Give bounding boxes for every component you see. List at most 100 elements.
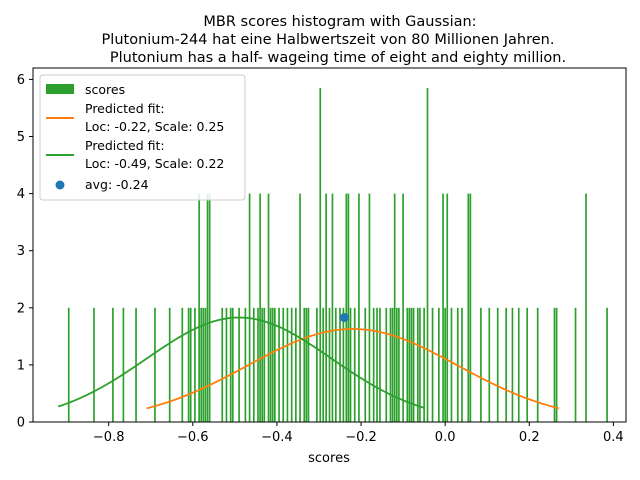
histogram-bar-56 — [364, 307, 367, 422]
histogram-bar-45 — [325, 193, 327, 422]
histogram-bar-44 — [322, 307, 325, 422]
histogram-bar-95 — [555, 307, 558, 422]
histogram-bar-75 — [426, 87, 429, 422]
histogram-bar-68 — [406, 307, 409, 422]
histogram-bar-19 — [229, 307, 232, 422]
y-tick-label-2: 2 — [17, 301, 25, 316]
histogram-bar-20 — [231, 307, 234, 422]
histogram-bar-87 — [488, 307, 491, 422]
histogram-bar-2 — [112, 307, 114, 422]
histogram-bar-80 — [446, 193, 449, 422]
histogram-bar-57 — [368, 193, 371, 422]
histogram-bar-96 — [574, 307, 577, 422]
histogram-bar-5 — [154, 307, 156, 422]
histogram-bar-97 — [585, 193, 587, 422]
x-tick-label-4: 0.0 — [435, 430, 456, 445]
histogram-bar-74 — [423, 307, 425, 422]
histogram-bar-69 — [408, 307, 411, 422]
histogram-bar-91 — [517, 307, 520, 422]
y-tick-label-3: 3 — [17, 244, 25, 259]
histogram-bar-43 — [319, 87, 322, 422]
histogram-bar-14 — [204, 307, 207, 422]
histogram-bar-40 — [305, 307, 308, 422]
histogram-bar-54 — [353, 307, 356, 422]
y-tick-label-5: 5 — [17, 130, 25, 145]
title-line-2: Plutonium-244 hat eine Halbwertszeit von… — [102, 32, 555, 48]
histogram-bar-7 — [181, 307, 184, 422]
histogram-bar-52 — [347, 193, 350, 422]
legend-detail-fit-2: Loc: -0.49, Scale: 0.22 — [85, 156, 224, 171]
legend-swatch-scores — [46, 84, 74, 94]
histogram-bar-6 — [168, 307, 171, 422]
histogram-bar-66 — [398, 307, 400, 422]
histogram-bar-65 — [395, 307, 398, 422]
legend-detail-fit-1: Loc: -0.22, Scale: 0.25 — [85, 119, 224, 134]
y-tick-label-1: 1 — [17, 358, 25, 373]
histogram-bar-23 — [248, 193, 251, 422]
histogram-bar-55 — [358, 193, 360, 422]
histogram-bar-29 — [267, 193, 270, 422]
y-tick-label-6: 6 — [17, 73, 25, 88]
histogram-bar-17 — [221, 307, 224, 422]
histogram-bar-10 — [194, 307, 196, 422]
histogram-bar-59 — [376, 307, 378, 422]
fit-curves — [57, 316, 559, 410]
histogram-bar-60 — [379, 307, 381, 422]
histogram-bar-94 — [553, 307, 556, 422]
histogram-bar-33 — [278, 307, 280, 422]
x-tick-label-3: −0.2 — [345, 430, 377, 445]
histogram-bar-84 — [467, 193, 470, 422]
histogram-bar-50 — [342, 307, 345, 422]
plot-area-frame — [32, 67, 627, 423]
legend-label-avg: avg: -0.24 — [85, 177, 149, 192]
histogram-bar-15 — [206, 193, 209, 422]
histogram-bar-9 — [189, 307, 192, 422]
histogram-bar-8 — [187, 307, 190, 422]
histogram-bar-62 — [389, 307, 392, 422]
histogram-bar-30 — [269, 307, 272, 422]
histogram-bar-93 — [536, 307, 539, 422]
histogram-bar-31 — [271, 307, 274, 422]
histogram-bar-39 — [303, 307, 306, 422]
x-tick-label-0: −0.8 — [93, 430, 125, 445]
y-tick-label-0: 0 — [17, 416, 25, 431]
histogram-bar-64 — [393, 193, 396, 422]
histogram-bar-36 — [290, 307, 293, 422]
histogram-bar-42 — [316, 307, 318, 422]
legend-label-fit-2: Predicted fit: — [85, 138, 165, 153]
histogram-bar-86 — [480, 307, 482, 422]
histogram-bar-98 — [606, 307, 608, 422]
histogram-bar-1 — [93, 307, 95, 422]
legend-label-fit-1: Predicted fit: — [85, 101, 165, 116]
histogram-bar-25 — [257, 307, 259, 422]
histogram-bar-47 — [331, 193, 334, 422]
histogram-bar-34 — [282, 307, 285, 422]
x-axis-label: scores — [308, 451, 350, 466]
histogram-bar-83 — [461, 307, 463, 422]
y-tick-label-4: 4 — [17, 187, 25, 202]
histogram-bar-12 — [200, 307, 203, 422]
histogram-bar-72 — [416, 307, 419, 422]
avg-point-0 — [339, 313, 349, 323]
title-line-1: MBR scores histogram with Gaussian: — [203, 14, 476, 30]
histogram-bar-0 — [67, 307, 70, 422]
histogram-bar-51 — [345, 193, 348, 422]
histogram-bar-13 — [202, 307, 205, 422]
histogram-bar-16 — [208, 193, 211, 422]
histogram-bar-61 — [385, 307, 388, 422]
histogram-bar-81 — [450, 307, 453, 422]
scatter-points — [339, 313, 349, 323]
histogram-bar-73 — [419, 307, 421, 422]
x-tick-label-2: −0.4 — [261, 430, 293, 445]
legend-label-scores: scores — [85, 82, 125, 97]
histogram-bar-37 — [295, 307, 297, 422]
histogram-bar-3 — [122, 307, 125, 422]
histogram-bar-67 — [402, 193, 404, 422]
histogram-bar-28 — [263, 307, 266, 422]
histogram-bar-27 — [261, 307, 264, 422]
chart-title: MBR scores histogram with Gaussian: Plut… — [102, 14, 567, 66]
histogram-bar-53 — [349, 307, 352, 422]
histogram-bar-70 — [410, 307, 413, 422]
title-line-3: Plutonium has a half- wageing time of ei… — [110, 50, 566, 66]
